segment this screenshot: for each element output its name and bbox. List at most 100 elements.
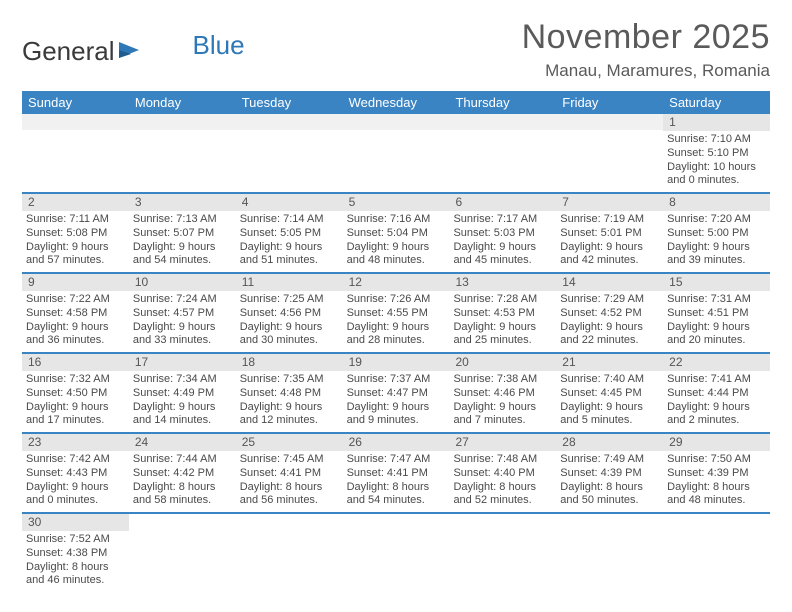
day-cell: 26Sunrise: 7:47 AMSunset: 4:41 PMDayligh… bbox=[343, 434, 450, 512]
sunset-text: Sunset: 4:48 PM bbox=[240, 387, 339, 401]
sunset-text: Sunset: 4:58 PM bbox=[26, 307, 125, 321]
day-cell: 16Sunrise: 7:32 AMSunset: 4:50 PMDayligh… bbox=[22, 354, 129, 432]
sunset-text: Sunset: 4:53 PM bbox=[453, 307, 552, 321]
day-number: 12 bbox=[343, 274, 450, 291]
dl2-text: and 25 minutes. bbox=[453, 334, 552, 348]
day-number: 29 bbox=[663, 434, 770, 451]
day-number: 17 bbox=[129, 354, 236, 371]
day-number: 10 bbox=[129, 274, 236, 291]
empty-cell bbox=[556, 514, 663, 592]
weeks-container: 1Sunrise: 7:10 AMSunset: 5:10 PMDaylight… bbox=[22, 114, 770, 592]
day-number: 14 bbox=[556, 274, 663, 291]
logo: General Blue bbox=[22, 18, 245, 67]
week-row: 2Sunrise: 7:11 AMSunset: 5:08 PMDaylight… bbox=[22, 194, 770, 274]
day-cell: 13Sunrise: 7:28 AMSunset: 4:53 PMDayligh… bbox=[449, 274, 556, 352]
week-row: 16Sunrise: 7:32 AMSunset: 4:50 PMDayligh… bbox=[22, 354, 770, 434]
dl1-text: Daylight: 8 hours bbox=[560, 481, 659, 495]
sunrise-text: Sunrise: 7:50 AM bbox=[667, 453, 766, 467]
day-number: 2 bbox=[22, 194, 129, 211]
dl1-text: Daylight: 8 hours bbox=[26, 561, 125, 575]
empty-cell bbox=[22, 114, 129, 192]
sunrise-text: Sunrise: 7:38 AM bbox=[453, 373, 552, 387]
dl2-text: and 56 minutes. bbox=[240, 494, 339, 508]
dl2-text: and 42 minutes. bbox=[560, 254, 659, 268]
dl1-text: Daylight: 9 hours bbox=[560, 321, 659, 335]
sunrise-text: Sunrise: 7:16 AM bbox=[347, 213, 446, 227]
day-cell: 18 Sunrise: 7:35 AMSunset: 4:48 PMDayligh… bbox=[236, 354, 343, 432]
dl2-text: and 22 minutes. bbox=[560, 334, 659, 348]
sunset-text: Sunset: 5:07 PM bbox=[133, 227, 232, 241]
sunrise-text: Sunrise: 7:34 AM bbox=[133, 373, 232, 387]
day-cell: 12Sunrise: 7:26 AMSunset: 4:55 PMDayligh… bbox=[343, 274, 450, 352]
day-cell: 3Sunrise: 7:13 AMSunset: 5:07 PMDaylight… bbox=[129, 194, 236, 272]
sunset-text: Sunset: 4:43 PM bbox=[26, 467, 125, 481]
day-number: 26 bbox=[343, 434, 450, 451]
empty-daynum-bar bbox=[236, 114, 343, 130]
sunset-text: Sunset: 4:50 PM bbox=[26, 387, 125, 401]
month-title: November 2025 bbox=[522, 18, 770, 57]
sunset-text: Sunset: 5:08 PM bbox=[26, 227, 125, 241]
day-number: 5 bbox=[343, 194, 450, 211]
day-cell: 15Sunrise: 7:31 AMSunset: 4:51 PMDayligh… bbox=[663, 274, 770, 352]
dl2-text: and 2 minutes. bbox=[667, 414, 766, 428]
dl1-text: Daylight: 9 hours bbox=[453, 321, 552, 335]
sunrise-text: Sunrise: 7:48 AM bbox=[453, 453, 552, 467]
sunrise-text: Sunrise: 7:17 AM bbox=[453, 213, 552, 227]
day-cell: 10Sunrise: 7:24 AMSunset: 4:57 PMDayligh… bbox=[129, 274, 236, 352]
empty-cell bbox=[663, 514, 770, 592]
sunset-text: Sunset: 4:44 PM bbox=[667, 387, 766, 401]
dl1-text: Daylight: 9 hours bbox=[667, 241, 766, 255]
day-number: 15 bbox=[663, 274, 770, 291]
dl2-text: and 54 minutes. bbox=[347, 494, 446, 508]
sunset-text: Sunset: 4:39 PM bbox=[667, 467, 766, 481]
day-cell: 29Sunrise: 7:50 AMSunset: 4:39 PMDayligh… bbox=[663, 434, 770, 512]
day-number: 18 bbox=[236, 354, 343, 371]
day-number: 22 bbox=[663, 354, 770, 371]
dl1-text: Daylight: 9 hours bbox=[240, 401, 339, 415]
dl1-text: Daylight: 9 hours bbox=[453, 241, 552, 255]
week-row: 9Sunrise: 7:22 AMSunset: 4:58 PMDaylight… bbox=[22, 274, 770, 354]
sunrise-text: Sunrise: 7:37 AM bbox=[347, 373, 446, 387]
sunset-text: Sunset: 4:39 PM bbox=[560, 467, 659, 481]
day-number: 13 bbox=[449, 274, 556, 291]
dl1-text: Daylight: 8 hours bbox=[133, 481, 232, 495]
day-cell: 17Sunrise: 7:34 AMSunset: 4:49 PMDayligh… bbox=[129, 354, 236, 432]
sunrise-text: Sunrise: 7:19 AM bbox=[560, 213, 659, 227]
empty-daynum-bar bbox=[22, 114, 129, 130]
dl2-text: and 9 minutes. bbox=[347, 414, 446, 428]
day-number: 16 bbox=[22, 354, 129, 371]
weekday-sunday: Sunday bbox=[22, 91, 129, 114]
dl1-text: Daylight: 8 hours bbox=[240, 481, 339, 495]
dl1-text: Daylight: 9 hours bbox=[347, 321, 446, 335]
weekday-saturday: Saturday bbox=[663, 91, 770, 114]
sunrise-text: Sunrise: 7:29 AM bbox=[560, 293, 659, 307]
day-cell: 24Sunrise: 7:44 AMSunset: 4:42 PMDayligh… bbox=[129, 434, 236, 512]
day-cell: 1Sunrise: 7:10 AMSunset: 5:10 PMDaylight… bbox=[663, 114, 770, 192]
dl1-text: Daylight: 9 hours bbox=[133, 401, 232, 415]
dl1-text: Daylight: 9 hours bbox=[26, 321, 125, 335]
day-cell: 14Sunrise: 7:29 AMSunset: 4:52 PMDayligh… bbox=[556, 274, 663, 352]
day-cell: 8Sunrise: 7:20 AMSunset: 5:00 PMDaylight… bbox=[663, 194, 770, 272]
dl1-text: Daylight: 9 hours bbox=[26, 481, 125, 495]
sunrise-text: Sunrise: 7:42 AM bbox=[26, 453, 125, 467]
day-number: 20 bbox=[449, 354, 556, 371]
empty-daynum-bar bbox=[129, 114, 236, 130]
day-number: 24 bbox=[129, 434, 236, 451]
empty-cell bbox=[129, 114, 236, 192]
weekday-monday: Monday bbox=[129, 91, 236, 114]
dl2-text: and 33 minutes. bbox=[133, 334, 232, 348]
dl1-text: Daylight: 9 hours bbox=[26, 241, 125, 255]
sunrise-text: Sunrise: 7:45 AM bbox=[240, 453, 339, 467]
sunrise-text: Sunrise: 7:20 AM bbox=[667, 213, 766, 227]
dl1-text: Daylight: 9 hours bbox=[26, 401, 125, 415]
sunset-text: Sunset: 5:01 PM bbox=[560, 227, 659, 241]
sunrise-text: Sunrise: 7:35 AM bbox=[240, 373, 339, 387]
dl2-text: and 36 minutes. bbox=[26, 334, 125, 348]
empty-cell bbox=[449, 114, 556, 192]
sunset-text: Sunset: 5:05 PM bbox=[240, 227, 339, 241]
dl1-text: Daylight: 9 hours bbox=[240, 241, 339, 255]
sunset-text: Sunset: 4:46 PM bbox=[453, 387, 552, 401]
dl2-text: and 51 minutes. bbox=[240, 254, 339, 268]
empty-daynum-bar bbox=[343, 114, 450, 130]
calendar: SundayMondayTuesdayWednesdayThursdayFrid… bbox=[22, 91, 770, 592]
